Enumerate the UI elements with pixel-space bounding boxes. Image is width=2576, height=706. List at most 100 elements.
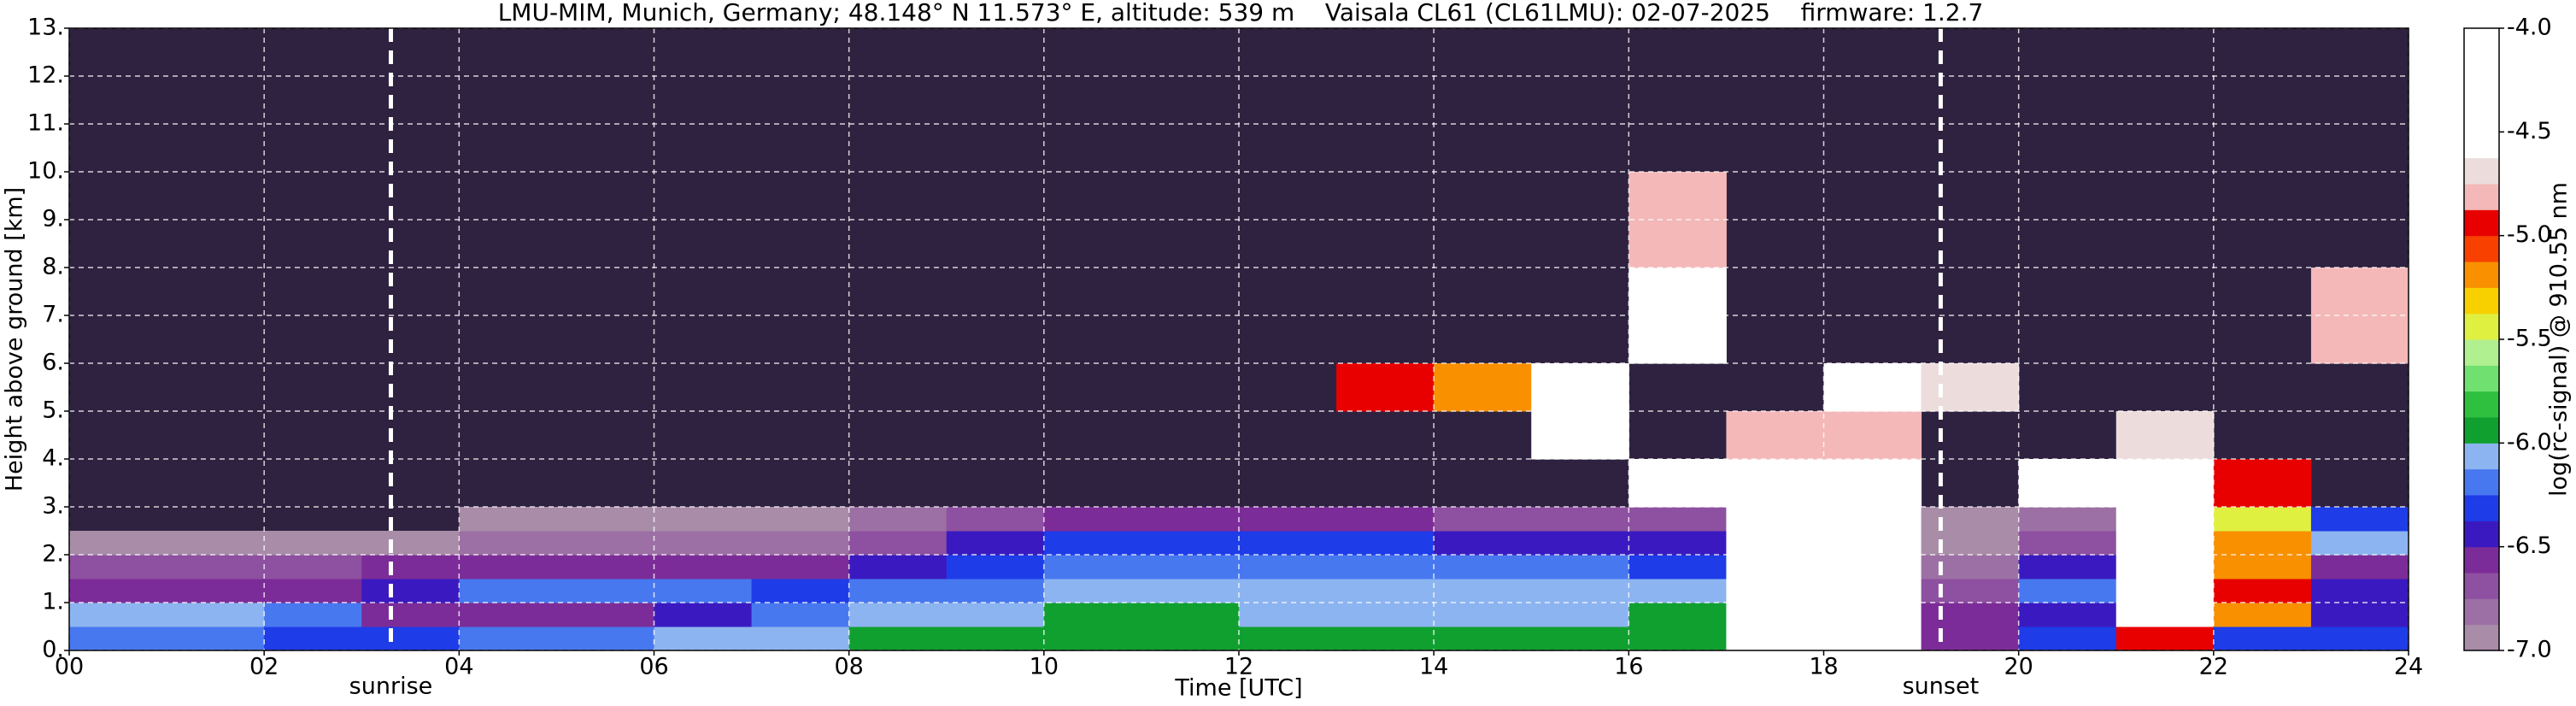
heatmap-cell [1823, 507, 1922, 532]
y-tick-label: 12. [27, 62, 64, 89]
colorbar-segment [2464, 184, 2499, 210]
heatmap-cell [556, 627, 654, 651]
heatmap-cell [848, 507, 948, 532]
heatmap-cell [361, 603, 460, 627]
heatmap-cell [2018, 603, 2117, 627]
heatmap-cell [1434, 531, 1532, 556]
y-tick-label: 10. [27, 158, 64, 185]
heatmap-cell [946, 603, 1045, 627]
colorbar-segment [2464, 79, 2499, 107]
heatmap-cell [69, 579, 167, 603]
heatmap-cell [1628, 531, 1727, 556]
heatmap-cell [1921, 603, 2020, 627]
y-axis-label: Height above ground [km] [2, 187, 28, 491]
heatmap-cell [1726, 411, 1824, 460]
colorbar-segment [2464, 54, 2499, 81]
heatmap-cell [654, 627, 753, 651]
heatmap-cell [751, 579, 850, 603]
x-tick-label: 22 [2199, 654, 2228, 680]
heatmap-cell [1726, 459, 1824, 508]
heatmap-cell [1531, 411, 1629, 460]
annotation-label: sunset [1903, 674, 1980, 700]
heatmap-cell [1434, 603, 1532, 627]
heatmap-cell [167, 627, 265, 651]
heatmap-cell [2310, 531, 2409, 556]
heatmap-cell [1823, 363, 1922, 412]
heatmap-cell [361, 531, 460, 556]
x-tick-label: 04 [444, 654, 473, 680]
heatmap-cell [848, 579, 948, 603]
heatmap-cell [69, 603, 167, 627]
colorbar-tick-label: -6.0 [2507, 429, 2552, 456]
heatmap-cell [2310, 555, 2409, 580]
heatmap-cell [1141, 531, 1240, 556]
heatmap-cell [1141, 627, 1240, 651]
heatmap-cell [946, 555, 1045, 580]
heatmap-cell [1823, 411, 1922, 460]
heatmap-cell [1239, 603, 1337, 627]
x-tick-label: 12 [1224, 654, 1253, 680]
heatmap-cell [2018, 507, 2117, 532]
colorbar-segment [2464, 313, 2499, 340]
heatmap-cell [1434, 579, 1532, 603]
heatmap-cell [1434, 507, 1532, 532]
heatmap-cell [2213, 555, 2312, 580]
heatmap-cell [1531, 363, 1629, 412]
heatmap-cell [1921, 363, 2020, 412]
heatmap-cell [1726, 627, 1824, 651]
colorbar-segment [2464, 209, 2499, 237]
heatmap-cell [264, 627, 362, 651]
y-tick-label: 1. [42, 589, 64, 615]
heatmap-cell [264, 579, 362, 603]
heatmap-cell [2310, 579, 2409, 603]
heatmap-cell [2115, 411, 2215, 460]
heatmap-cell [264, 603, 362, 627]
colorbar-tick-label: -4.0 [2507, 15, 2552, 41]
heatmap-cell [751, 507, 850, 532]
chart-title: LMU-MIM, Munich, Germany; 48.148° N 11.5… [498, 0, 1984, 26]
heatmap-cell [654, 531, 753, 556]
heatmap-cell [751, 531, 850, 556]
x-tick-label: 24 [2394, 654, 2423, 680]
heatmap-cell [1043, 507, 1142, 532]
heatmap-cell [1921, 531, 2020, 556]
heatmap-cell [2115, 531, 2215, 556]
y-tick-label: 4. [42, 445, 64, 472]
heatmap-cell [1141, 507, 1240, 532]
colorbar-segment [2464, 443, 2499, 470]
heatmap-cell [1726, 579, 1824, 603]
heatmap-cell [2310, 507, 2409, 532]
heatmap-cell [1141, 579, 1240, 603]
heatmap-cell [751, 603, 850, 627]
colorbar-segment [2464, 468, 2499, 496]
heatmap-cell [1336, 507, 1435, 532]
heatmap-cell [1628, 627, 1727, 651]
heatmap-cell [556, 603, 654, 627]
heatmap-cell [361, 555, 460, 580]
heatmap-cell [459, 603, 557, 627]
x-tick-label: 00 [55, 654, 84, 680]
heatmap-cell [1823, 603, 1922, 627]
heatmap-cell [1823, 627, 1922, 651]
heatmap-cell [2115, 579, 2215, 603]
heatmap-cell [1043, 531, 1142, 556]
colorbar-tick-label: -5.5 [2507, 326, 2552, 352]
colorbar-segment [2464, 132, 2499, 159]
heatmap-cell [1726, 555, 1824, 580]
heatmap-cell [2115, 507, 2215, 532]
colorbar-segment [2464, 365, 2499, 392]
x-tick-label: 16 [1614, 654, 1643, 680]
heatmap-cell [1628, 579, 1727, 603]
heatmap-cell [167, 603, 265, 627]
heatmap-cell [2018, 627, 2117, 651]
colorbar-segment [2464, 339, 2499, 366]
colorbar-segment [2464, 106, 2499, 132]
heatmap-cell [167, 555, 265, 580]
heatmap-cell [1239, 579, 1337, 603]
heatmap-cell [1726, 603, 1824, 627]
x-tick-label: 08 [834, 654, 863, 680]
heatmap-cell [556, 507, 654, 532]
heatmap-cell [1336, 627, 1435, 651]
heatmap-cell [2310, 627, 2409, 651]
